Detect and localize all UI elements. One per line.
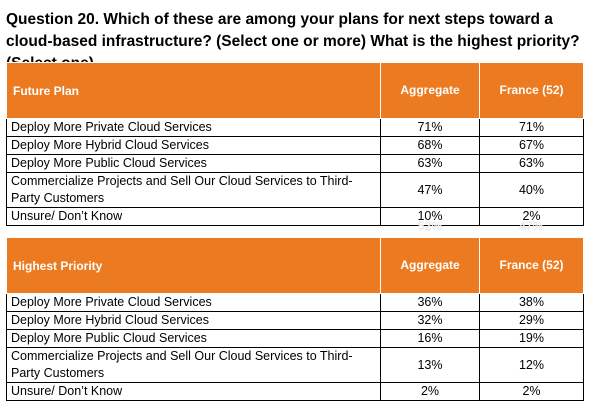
header-label: Highest Priority [6, 237, 381, 294]
faded-text: 47% [519, 219, 544, 233]
table-header-row: Highest Priority Aggregate France (52) [6, 237, 584, 294]
row-label: Deploy More Private Cloud Services [6, 118, 381, 137]
header-aggregate: Aggregate [380, 237, 480, 294]
france-value: 38% [479, 293, 584, 312]
future-plan-table: Future Plan Aggregate France (52) Deploy… [6, 62, 584, 226]
row-label: Deploy More Hybrid Cloud Services [6, 136, 381, 155]
aggregate-value: 47% [380, 172, 480, 208]
faded-text: 52% [418, 219, 443, 233]
row-label: Unsure/ Don’t Know [6, 207, 381, 226]
aggregate-value: 16% [380, 329, 480, 348]
row-label: Deploy More Public Cloud Services [6, 154, 381, 173]
table-row: Deploy More Private Cloud Services 36% 38% [6, 293, 584, 312]
row-label: Commercialize Projects and Sell Our Clou… [6, 347, 381, 383]
table-row: Unsure/ Don’t Know 2% 2% [6, 382, 584, 401]
aggregate-value: 2% [380, 382, 480, 401]
row-label: Unsure/ Don’t Know [6, 382, 381, 401]
header-france: France (52) [479, 237, 584, 294]
row-label: Commercialize Projects and Sell Our Clou… [6, 172, 381, 208]
table-row: Deploy More Hybrid Cloud Services 32% 29% [6, 311, 584, 330]
france-value: 29% [479, 311, 584, 330]
header-france: France (52) [479, 62, 584, 119]
table-row: Commercialize Projects and Sell Our Clou… [6, 347, 584, 383]
row-label: Deploy More Private Cloud Services [6, 293, 381, 312]
france-value: 2% [479, 207, 584, 226]
aggregate-value: 32% [380, 311, 480, 330]
header-label: Future Plan [6, 62, 381, 119]
france-value: 12% [479, 347, 584, 383]
france-value: 67% [479, 136, 584, 155]
france-value: 63% [479, 154, 584, 173]
aggregate-value: 68% [380, 136, 480, 155]
aggregate-value: 13% [380, 347, 480, 383]
table-row: Deploy More Hybrid Cloud Services 68% 67% [6, 136, 584, 155]
table-row: Deploy More Private Cloud Services 71% 71% [6, 118, 584, 137]
aggregate-value: 71% [380, 118, 480, 137]
row-label: Deploy More Hybrid Cloud Services [6, 311, 381, 330]
france-value: 19% [479, 329, 584, 348]
table-row: Deploy More Public Cloud Services 16% 19% [6, 329, 584, 348]
table-row: Commercialize Projects and Sell Our Clou… [6, 172, 584, 208]
france-value: 2% [479, 382, 584, 401]
aggregate-value: 36% [380, 293, 480, 312]
france-value: 40% [479, 172, 584, 208]
aggregate-value: 63% [380, 154, 480, 173]
table-row: Unsure/ Don’t Know 10% 2% [6, 207, 584, 226]
row-label: Deploy More Public Cloud Services [6, 329, 381, 348]
table-row: Deploy More Public Cloud Services 63% 63% [6, 154, 584, 173]
table-header-row: Future Plan Aggregate France (52) [6, 62, 584, 119]
header-aggregate: Aggregate [380, 62, 480, 119]
france-value: 71% [479, 118, 584, 137]
highest-priority-table: Highest Priority Aggregate France (52) D… [6, 237, 584, 401]
